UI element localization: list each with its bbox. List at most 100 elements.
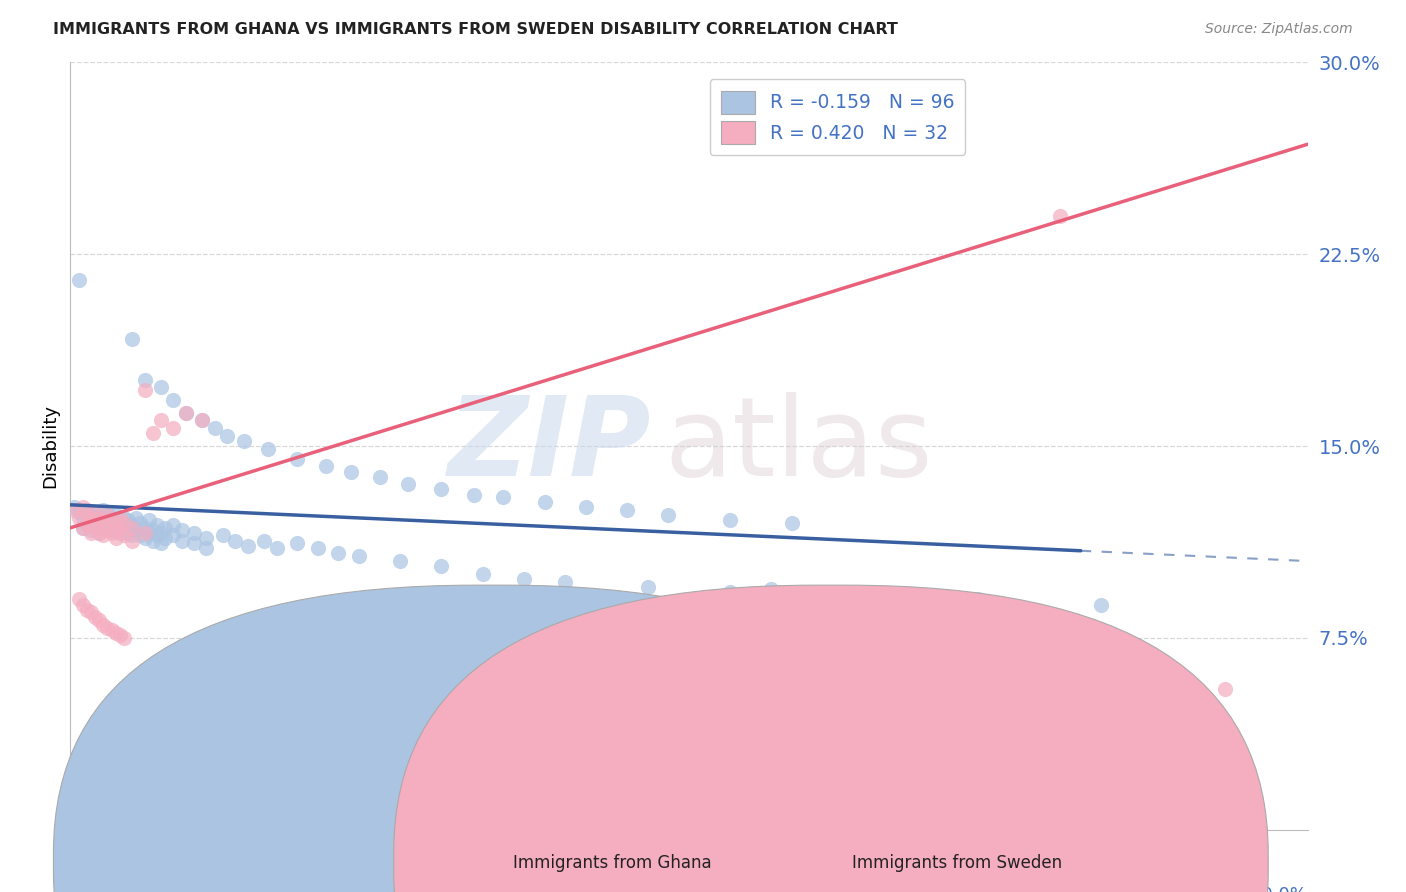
Text: IMMIGRANTS FROM GHANA VS IMMIGRANTS FROM SWEDEN DISABILITY CORRELATION CHART: IMMIGRANTS FROM GHANA VS IMMIGRANTS FROM… <box>53 22 898 37</box>
Point <box>112 631 135 645</box>
Point <box>84 610 107 624</box>
Point <box>121 521 143 535</box>
Point <box>134 531 156 545</box>
Point <box>72 521 94 535</box>
Point <box>72 510 94 524</box>
Point <box>863 587 886 601</box>
Point <box>121 518 143 533</box>
Point <box>134 525 156 540</box>
Point <box>121 533 143 548</box>
Point <box>471 566 494 581</box>
Point <box>112 528 135 542</box>
Point <box>80 605 103 619</box>
Point <box>546 643 568 657</box>
Point <box>108 525 131 540</box>
Point <box>389 554 412 568</box>
Point <box>195 531 218 545</box>
Point <box>84 518 107 533</box>
Point <box>76 602 98 616</box>
Point <box>72 598 94 612</box>
Point <box>533 495 555 509</box>
Point <box>389 633 412 648</box>
Point <box>339 465 361 479</box>
Point <box>232 434 254 448</box>
Point <box>637 580 659 594</box>
Point <box>91 516 114 530</box>
Point <box>191 413 214 427</box>
Point <box>257 442 280 456</box>
Text: 30.0%: 30.0% <box>1251 886 1308 892</box>
Point <box>224 533 246 548</box>
Point <box>328 546 350 560</box>
Point <box>129 528 152 542</box>
Point <box>121 332 143 346</box>
Point <box>91 528 114 542</box>
Point <box>112 510 135 524</box>
Point <box>89 525 111 540</box>
Point <box>1213 681 1236 696</box>
Point <box>463 487 485 501</box>
Point <box>616 503 638 517</box>
Point <box>142 524 165 538</box>
Point <box>204 421 226 435</box>
Point <box>96 506 118 520</box>
Point <box>100 513 122 527</box>
Point <box>492 490 515 504</box>
Point <box>174 406 197 420</box>
Point <box>174 406 197 420</box>
Point <box>80 513 103 527</box>
Point <box>718 584 741 599</box>
Point <box>307 541 329 556</box>
Point <box>575 500 598 515</box>
Text: atlas: atlas <box>664 392 932 500</box>
Point <box>108 628 131 642</box>
Point <box>315 623 337 637</box>
Point <box>162 392 184 407</box>
Point <box>718 513 741 527</box>
Point <box>780 516 803 530</box>
Point <box>162 518 184 533</box>
Point <box>76 518 98 533</box>
Point <box>492 640 515 655</box>
Point <box>112 516 135 530</box>
Point <box>89 525 111 540</box>
Point <box>108 524 131 538</box>
Point <box>170 524 193 538</box>
Point <box>170 533 193 548</box>
Point <box>212 528 235 542</box>
Point <box>125 510 148 524</box>
Point <box>76 516 98 530</box>
Point <box>603 648 626 663</box>
Point <box>266 707 288 722</box>
Point <box>138 525 160 540</box>
Point <box>285 451 308 466</box>
Point <box>966 592 988 607</box>
Point <box>67 510 90 524</box>
Point <box>76 503 98 517</box>
Point <box>142 426 165 441</box>
Point <box>80 508 103 522</box>
Point <box>183 525 205 540</box>
Point <box>236 539 259 553</box>
Point <box>72 521 94 535</box>
Point <box>195 541 218 556</box>
Legend: R = -0.159   N = 96, R = 0.420   N = 32: R = -0.159 N = 96, R = 0.420 N = 32 <box>710 79 966 155</box>
Point <box>72 500 94 515</box>
Point <box>657 508 679 522</box>
Point <box>162 528 184 542</box>
Point <box>1049 209 1071 223</box>
Point <box>285 618 308 632</box>
Point <box>285 536 308 550</box>
Text: Source: ZipAtlas.com: Source: ZipAtlas.com <box>1205 22 1353 37</box>
Point <box>96 621 118 635</box>
Point <box>112 521 135 535</box>
Point <box>129 516 152 530</box>
Point <box>108 516 131 530</box>
Point <box>84 506 107 520</box>
Point <box>162 421 184 435</box>
Point <box>134 521 156 535</box>
Point <box>150 413 173 427</box>
Text: Immigrants from Ghana: Immigrants from Ghana <box>513 854 711 871</box>
Text: ZIP: ZIP <box>449 392 652 500</box>
Point <box>91 516 114 530</box>
